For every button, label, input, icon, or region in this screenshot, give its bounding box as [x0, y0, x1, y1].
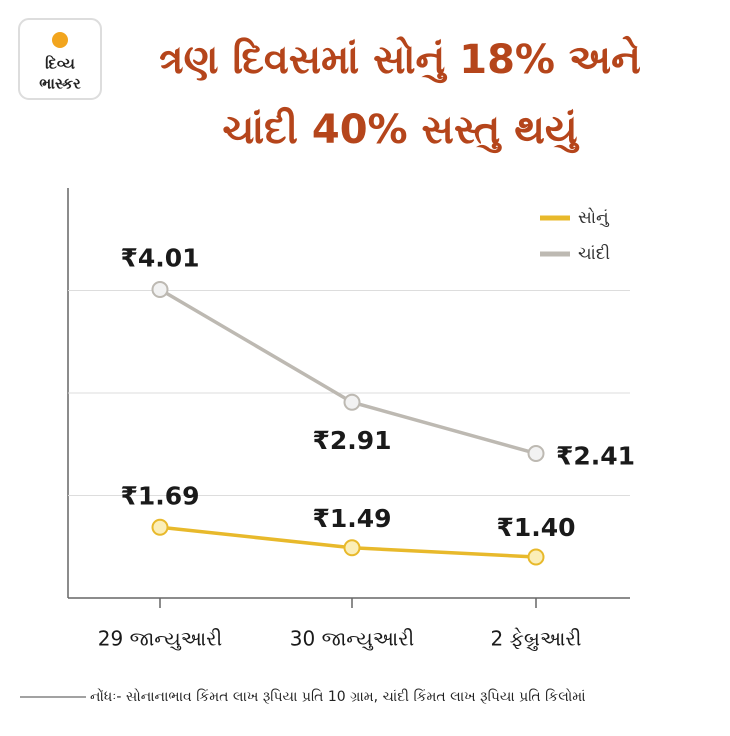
point	[151, 518, 169, 536]
point	[343, 539, 361, 557]
chart-title: ચાંદી 40% સસ્તુ થયું	[222, 107, 579, 154]
legend-label: ચાંદી	[578, 244, 610, 264]
point	[527, 548, 545, 566]
x-tick-label: 29 જાન્યુઆરી	[98, 627, 222, 651]
data-label: ₹1.49	[312, 504, 391, 533]
logo-line: ભાસ્કર	[39, 75, 81, 93]
logo-box	[18, 18, 102, 100]
data-label: ₹2.41	[556, 441, 635, 470]
data-label: ₹1.69	[120, 481, 199, 510]
note: નોંધઃ- સોનાનાભાવ કિંમત લાખ રૂપિયા પ્રતિ …	[90, 688, 586, 705]
x-tick-label: 2 ફેબ્રુઆરી	[491, 627, 582, 651]
x-tick-label: 30 જાન્યુઆરી	[290, 627, 414, 651]
data-label: ₹2.91	[312, 426, 391, 455]
data-label: ₹1.40	[496, 513, 575, 542]
data-label: ₹4.01	[120, 243, 199, 272]
point	[527, 444, 545, 462]
legend-label: સોનું	[578, 207, 610, 228]
point	[151, 280, 169, 298]
logo-sun	[52, 32, 68, 48]
logo-line: દિવ્ય	[45, 55, 75, 73]
point	[343, 393, 361, 411]
logo: દિવ્ય ભાસ્કર	[18, 18, 102, 100]
chart-title: ત્રણ દિવસમાં સોનું 18% અને	[159, 36, 641, 84]
